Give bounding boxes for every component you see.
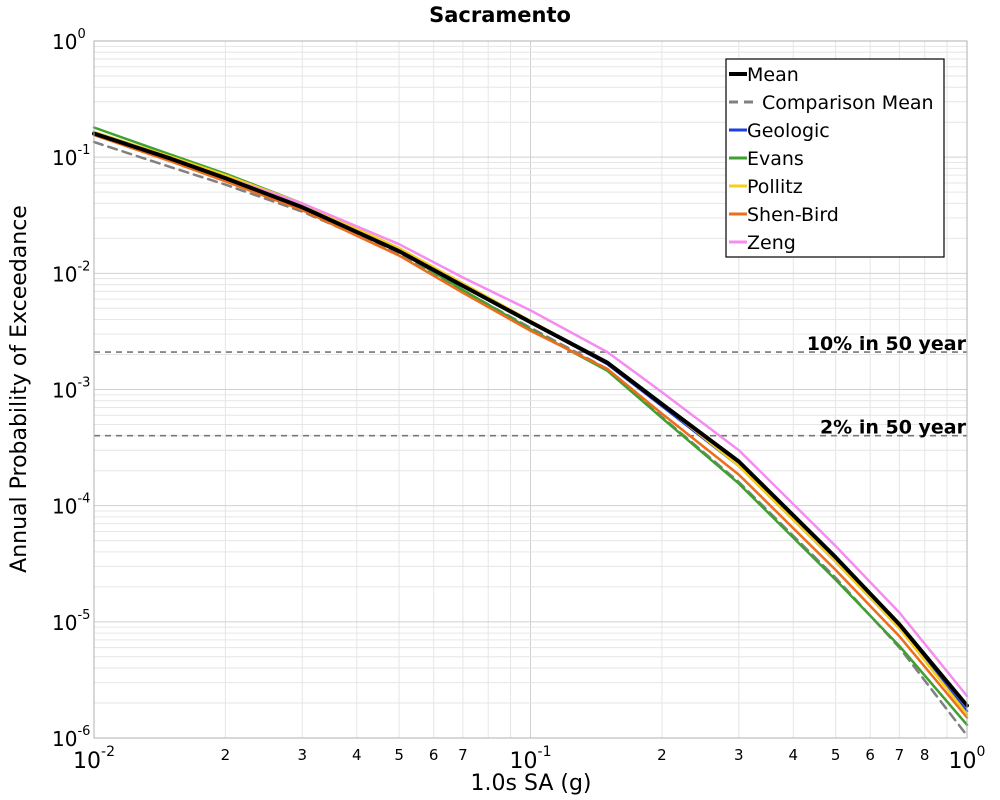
legend-entry-label: Zeng (747, 232, 796, 254)
x-minor-tick-label: 4 (789, 746, 799, 764)
series-line-shen-bird (92, 133, 969, 719)
legend-entry-label: Pollitz (747, 176, 803, 198)
series-line-comparison-mean (92, 140, 969, 737)
chart-title: Sacramento (429, 3, 571, 27)
x-minor-tick-label: 6 (865, 746, 875, 764)
legend-entry-label: Comparison Mean (762, 92, 934, 114)
reference-line-label: 10% in 50 year (807, 333, 967, 355)
x-tick-label: 100 (949, 744, 986, 774)
reference-line-label: 2% in 50 year (820, 417, 967, 439)
y-tick-label: 10-4 (52, 492, 90, 519)
series-line-evans (92, 126, 969, 727)
legend-box (725, 58, 945, 258)
y-tick-label: 10-1 (52, 143, 90, 170)
legend-entry-label: Geologic (747, 120, 830, 142)
legend-entry-label: Mean (747, 64, 799, 86)
x-minor-tick-label: 3 (734, 746, 744, 764)
x-tick-label: 10-2 (73, 744, 115, 774)
y-axis-label: Annual Probability of Exceedance (7, 205, 32, 573)
x-minor-tick-label: 5 (831, 746, 841, 764)
legend-entry-label: Shen-Bird (747, 204, 839, 226)
y-tick-label: 10-3 (52, 376, 90, 403)
x-minor-tick-label: 8 (920, 746, 930, 764)
y-tick-label: 10-2 (52, 259, 90, 286)
plot-frame (93, 40, 968, 739)
x-tick-label: 10-1 (510, 744, 552, 774)
x-minor-tick-label: 7 (895, 746, 905, 764)
reference-lines: 10% in 50 year 2% in 50 year (94, 333, 967, 439)
series-lines (92, 126, 969, 737)
y-tick-label: 10-6 (52, 724, 90, 751)
x-minor-tick-label: 7 (458, 746, 468, 764)
x-minor-tick-label: 2 (221, 746, 231, 764)
x-minor-tick-label: 3 (297, 746, 307, 764)
y-tick-label: 10-5 (52, 608, 90, 635)
x-minor-tick-label: 5 (394, 746, 404, 764)
y-tick-label: 100 (52, 27, 86, 54)
x-minor-tick-label: 2 (657, 746, 667, 764)
x-minor-tick-label: 4 (352, 746, 362, 764)
x-axis-label: 1.0s SA (g) (471, 771, 592, 796)
x-minor-tick-label: 6 (429, 746, 439, 764)
legend: Mean Comparison Mean Geologic Evans Pollitz S… (725, 58, 945, 258)
legend-entry-label: Evans (747, 148, 804, 170)
series-line-mean (92, 131, 969, 708)
